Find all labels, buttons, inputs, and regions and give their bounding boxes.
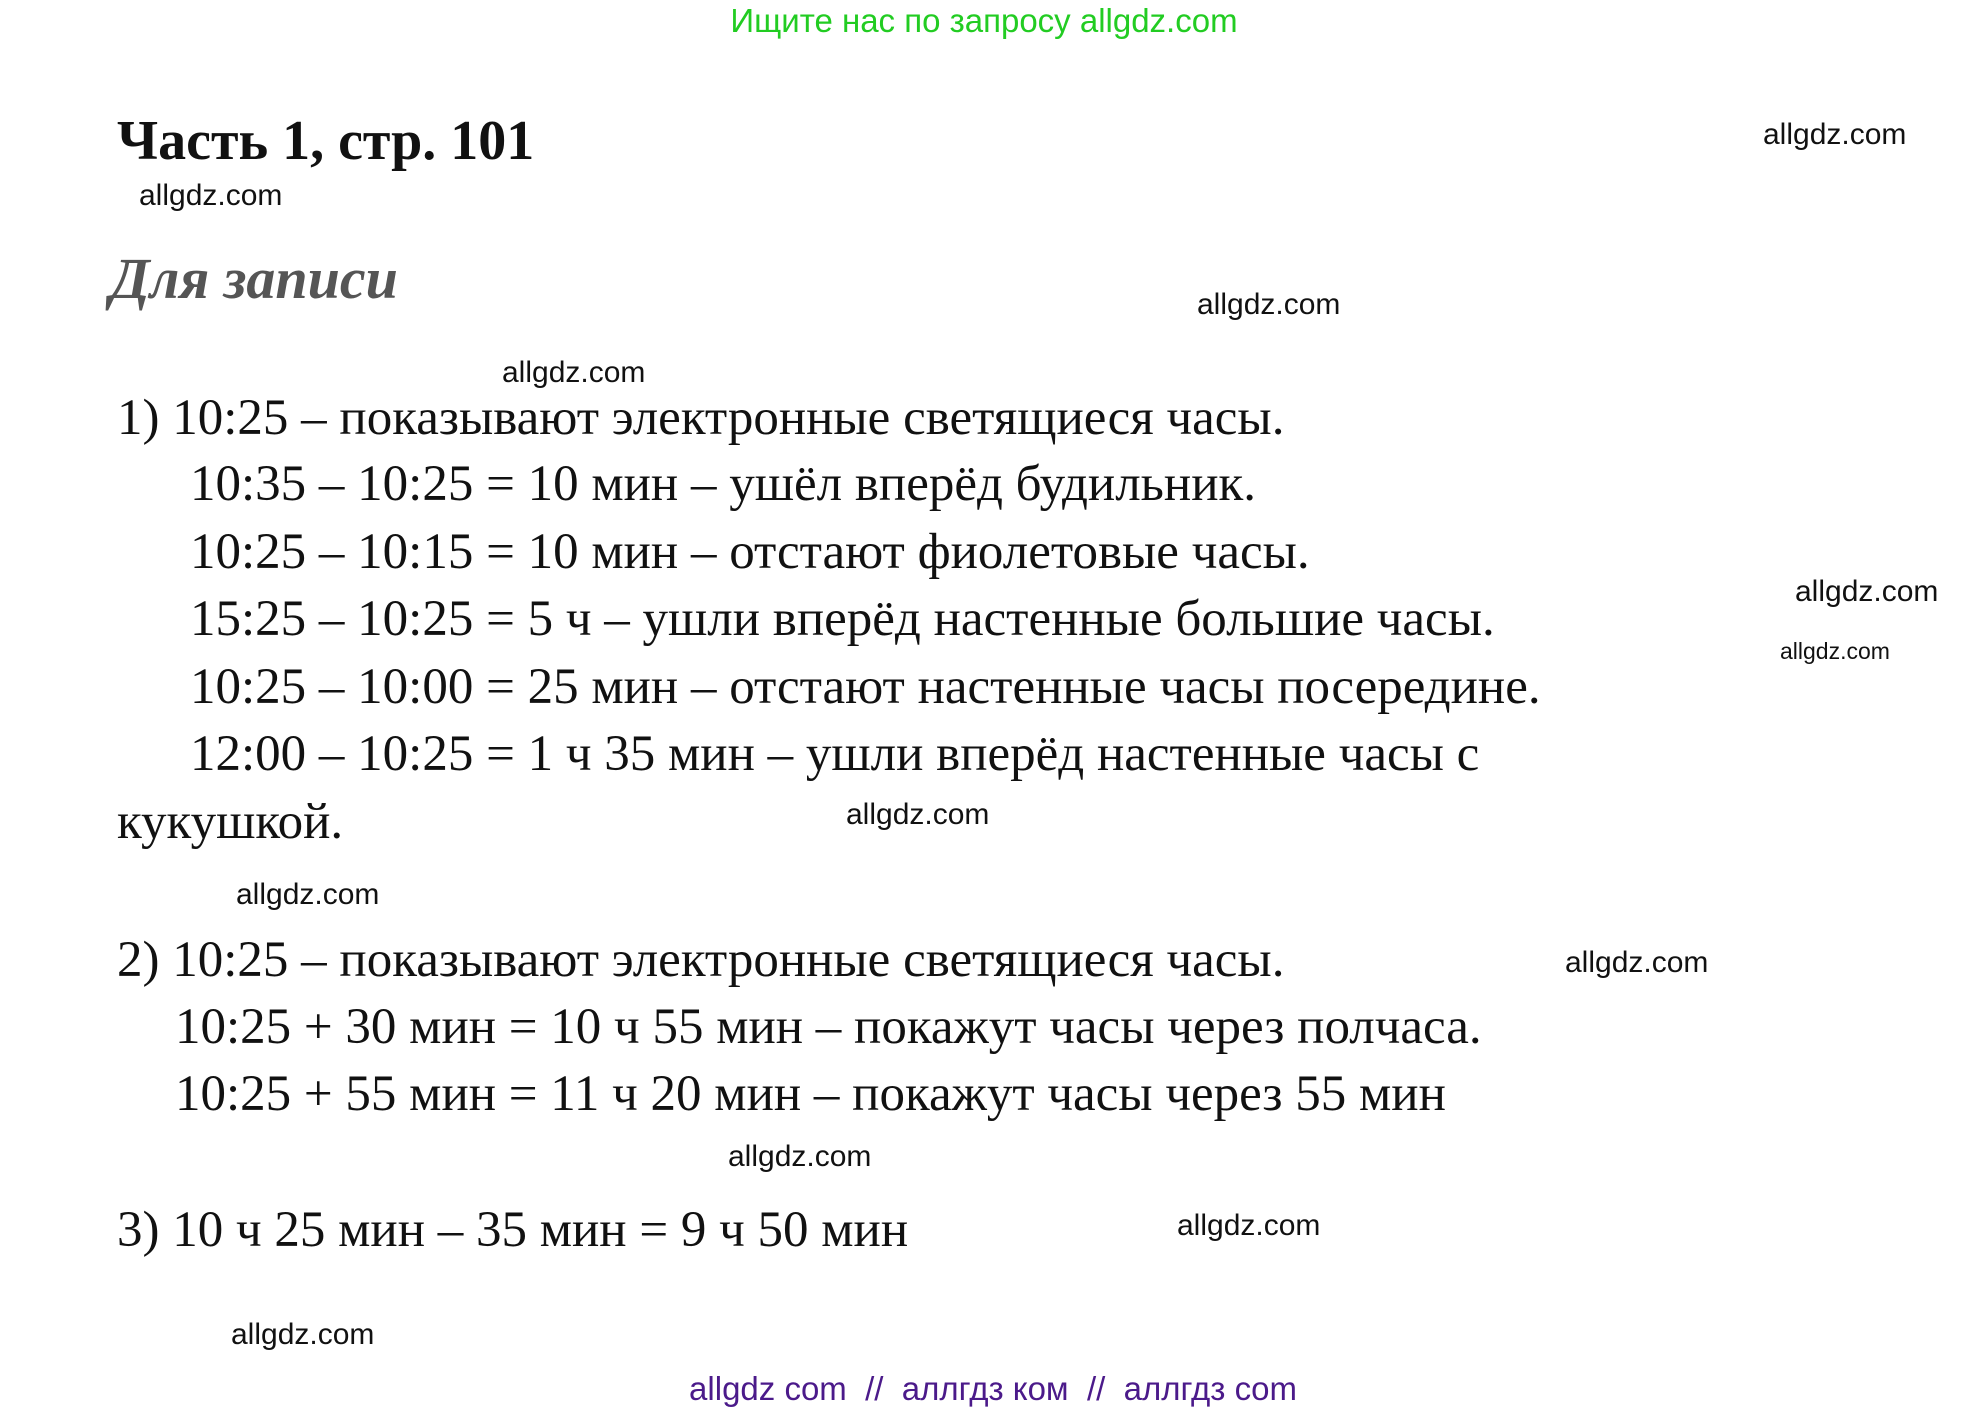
watermark: allgdz.com xyxy=(1177,1209,1321,1242)
watermark: allgdz.com xyxy=(1763,118,1907,151)
answer-2-line: 10:25 + 55 мин = 11 ч 20 мин – покажут ч… xyxy=(175,1066,1446,1122)
watermark: allgdz.com xyxy=(1565,946,1709,979)
answer-2-line: 10:25 + 30 мин = 10 ч 55 мин – покажут ч… xyxy=(175,999,1482,1055)
answer-1-line: 1) 10:25 – показывают электронные светящ… xyxy=(117,390,1285,446)
watermark: allgdz.com xyxy=(502,356,646,389)
search-banner: Ищите нас по запросу allgdz.com xyxy=(730,2,1238,39)
answer-1-line: кукушкой. xyxy=(117,794,344,850)
answer-1-line: 12:00 – 10:25 = 1 ч 35 мин – ушли вперёд… xyxy=(190,726,1480,782)
section-subtitle: Для записи xyxy=(110,246,398,311)
watermark: allgdz.com xyxy=(1780,638,1890,664)
watermark: allgdz.com xyxy=(231,1318,375,1351)
watermark: allgdz.com xyxy=(728,1140,872,1173)
answer-3-line: 3) 10 ч 25 мин – 35 мин = 9 ч 50 мин xyxy=(117,1202,909,1258)
answer-2-line: 2) 10:25 – показывают электронные светящ… xyxy=(117,932,1285,988)
watermark: allgdz.com xyxy=(1795,575,1939,608)
footer-watermark: allgdz com // аллгдз ком // аллгдз com xyxy=(689,1370,1297,1407)
watermark: allgdz.com xyxy=(846,798,990,831)
answer-1-line: 15:25 – 10:25 = 5 ч – ушли вперёд настен… xyxy=(190,591,1495,647)
watermark: allgdz.com xyxy=(236,878,380,911)
answer-1-line: 10:35 – 10:25 = 10 мин – ушёл вперёд буд… xyxy=(190,456,1257,512)
answer-1-line: 10:25 – 10:15 = 10 мин – отстают фиолето… xyxy=(190,524,1310,580)
watermark: allgdz.com xyxy=(1197,288,1341,321)
page-title: Часть 1, стр. 101 xyxy=(117,110,535,172)
answer-1-line: 10:25 – 10:00 = 25 мин – отстают настенн… xyxy=(190,659,1541,715)
watermark: allgdz.com xyxy=(139,179,283,212)
